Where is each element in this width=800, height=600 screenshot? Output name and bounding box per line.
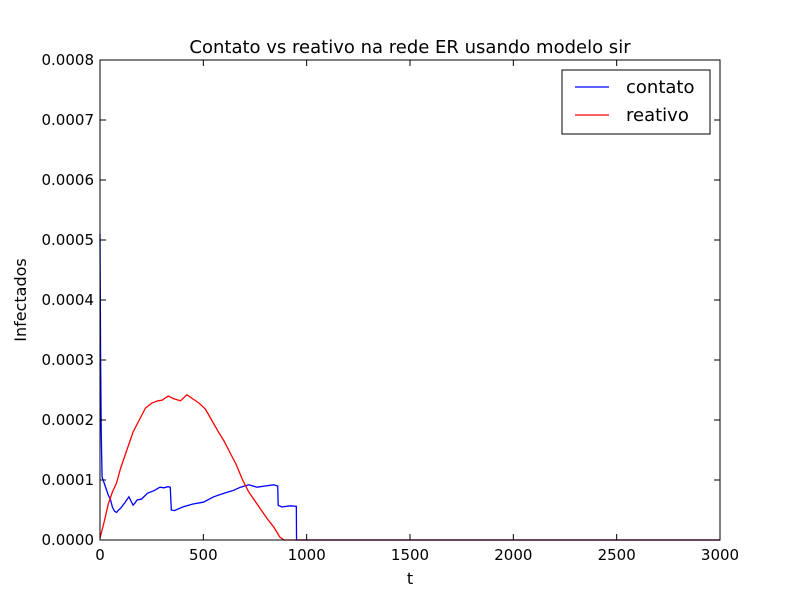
y-tick-label: 0.0004 — [42, 291, 95, 309]
legend-box — [561, 69, 711, 135]
x-tick-label: 2000 — [494, 546, 532, 564]
ticks-layer: 0 500 1000 1500 2000 2500 3000 0.0000 0.0001 0.00… — [42, 51, 740, 564]
y-tick-label: 0.0002 — [42, 411, 95, 429]
y-tick-label: 0.0008 — [42, 51, 95, 69]
x-tick-label: 0 — [95, 546, 105, 564]
y-tick-label: 0.0006 — [42, 171, 95, 189]
y-tick-label: 0.0003 — [42, 351, 95, 369]
y-tick-label: 0.0007 — [42, 111, 95, 129]
plot-area — [100, 60, 720, 540]
x-tick-label: 500 — [189, 546, 218, 564]
x-tick-label: 1500 — [391, 546, 429, 564]
series-line-reativo — [99, 393, 720, 541]
legend-label-contato: contato — [626, 77, 694, 98]
y-tick-label: 0.0000 — [42, 531, 95, 549]
series-line-contato — [99, 233, 720, 541]
legend-label-reativo: reativo — [626, 105, 689, 126]
series-layer — [99, 233, 720, 541]
y-tick-label: 0.0005 — [42, 231, 95, 249]
legend: contato reativo — [561, 69, 711, 135]
y-tick-label: 0.0001 — [42, 471, 95, 489]
y-axis-label: Infectados — [11, 258, 30, 342]
x-tick-label: 3000 — [701, 546, 739, 564]
x-axis-label: t — [407, 569, 413, 588]
x-tick-label: 1000 — [288, 546, 326, 564]
x-tick-label: 2500 — [598, 546, 636, 564]
chart-title: Contato vs reativo na rede ER usando mod… — [189, 37, 631, 58]
